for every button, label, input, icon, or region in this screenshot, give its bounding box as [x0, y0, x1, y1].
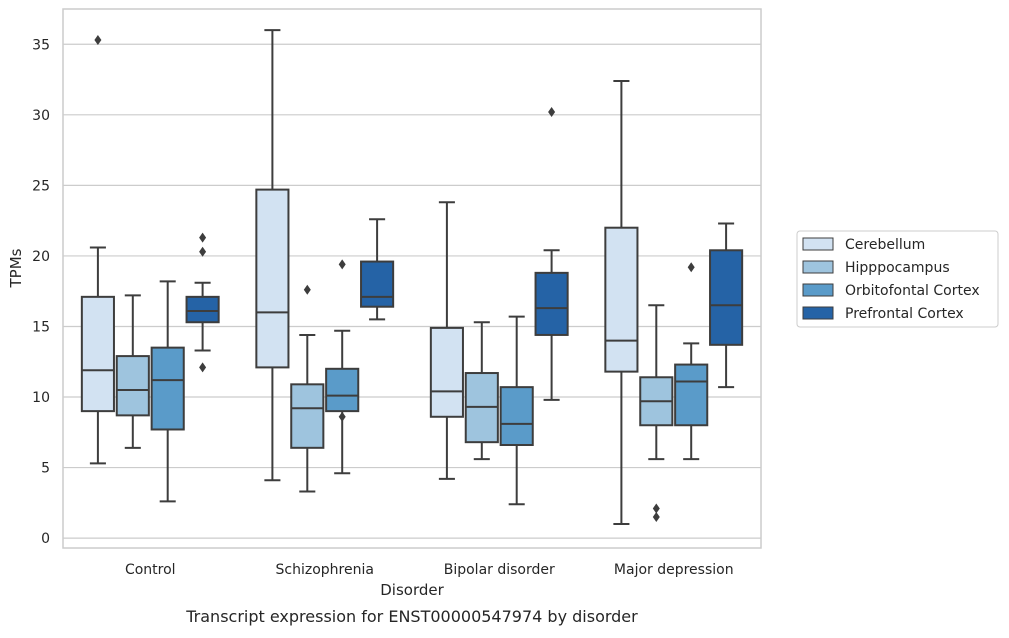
legend-swatch [802, 283, 834, 297]
box-control-orbitofontal-cortex [150, 280, 185, 503]
iqr-box [534, 271, 569, 336]
box-control-prefrontal-cortex [185, 232, 220, 373]
legend-label: Hipppocampus [845, 260, 950, 276]
x-tick-label-control: Control [125, 562, 176, 578]
box-control-cerebellum [80, 35, 115, 465]
boxes [80, 29, 744, 526]
iqr-box [150, 346, 185, 431]
legend-label: Prefrontal Cortex [845, 306, 964, 322]
box-schizophrenia-orbitofontal-cortex [325, 259, 360, 475]
x-tick-label-schizophrenia: Schizophrenia [276, 562, 374, 578]
legend-swatch [802, 237, 834, 251]
y-tick-label: 20 [32, 249, 50, 265]
box-major-depression-hipppocampus [639, 304, 674, 522]
y-tick-label: 15 [32, 319, 50, 335]
box-schizophrenia-cerebellum [255, 29, 290, 482]
box-bipolar-disorder-prefrontal-cortex [534, 107, 569, 401]
legend-item-orbitofontal-cortex: Orbitofontal Cortex [802, 283, 980, 299]
x-tick-label-bipolar-disorder: Bipolar disorder [444, 562, 555, 578]
legend-item-cerebellum: Cerebellum [802, 237, 925, 253]
outlier-point [94, 35, 102, 46]
legend-swatch [802, 306, 834, 320]
iqr-box [674, 363, 709, 427]
legend-swatch [802, 260, 834, 274]
box-schizophrenia-hipppocampus [290, 284, 325, 493]
iqr-box [604, 226, 639, 373]
iqr-box [709, 249, 744, 346]
box-major-depression-prefrontal-cortex [709, 222, 744, 389]
iqr-box [499, 386, 534, 446]
iqr-box [290, 383, 325, 449]
legend: Cerebellum Hipppocampus Orbitofontal Corte… [796, 230, 999, 328]
chart-caption: Transcript expression for ENST0000054797… [185, 607, 638, 626]
y-tick-label: 25 [32, 178, 50, 194]
box-bipolar-disorder-orbitofontal-cortex [499, 315, 534, 506]
outlier-point [199, 246, 207, 257]
iqr-box [429, 326, 464, 418]
box-bipolar-disorder-hipppocampus [464, 321, 499, 461]
box-major-depression-orbitofontal-cortex [674, 262, 709, 461]
y-axis-label: TPMs [7, 248, 25, 288]
iqr-box [360, 260, 395, 308]
legend-frame [796, 230, 999, 328]
outlier-point [303, 284, 311, 295]
x-tick-labels: Control Schizophrenia Bipolar disorder Majo… [125, 562, 734, 578]
outlier-point [199, 362, 207, 373]
y-tick-label: 30 [32, 108, 50, 124]
y-tick-label: 0 [41, 531, 50, 547]
x-axis-label: Disorder [380, 581, 444, 599]
outlier-point [199, 232, 207, 243]
box-control-hipppocampus [115, 294, 150, 449]
iqr-box [115, 355, 150, 417]
legend-item-prefrontal-cortex: Prefrontal Cortex [802, 306, 964, 322]
legend-item-hipppocampus: Hipppocampus [802, 260, 950, 276]
iqr-box [80, 295, 115, 413]
plot-frame [62, 8, 762, 549]
iqr-box [255, 188, 290, 369]
iqr-box [185, 295, 220, 324]
legend-label: Cerebellum [845, 237, 925, 253]
y-tick-labels: 0 5 10 15 20 25 30 35 [32, 37, 50, 547]
box-schizophrenia-prefrontal-cortex [360, 218, 395, 321]
outlier-point [338, 259, 346, 270]
outlier-point [687, 262, 695, 273]
box-bipolar-disorder-cerebellum [429, 201, 464, 480]
legend-label: Orbitofontal Cortex [845, 283, 980, 299]
outlier-point [652, 503, 660, 514]
iqr-box [325, 367, 360, 413]
outlier-point [548, 107, 556, 118]
x-tick-label-major-depression: Major depression [614, 562, 734, 578]
outlier-point [652, 511, 660, 522]
y-tick-label: 10 [32, 390, 50, 406]
y-tick-label: 5 [41, 461, 50, 477]
y-tick-label: 35 [32, 37, 50, 53]
outlier-point [338, 411, 346, 422]
box-major-depression-cerebellum [604, 79, 639, 526]
